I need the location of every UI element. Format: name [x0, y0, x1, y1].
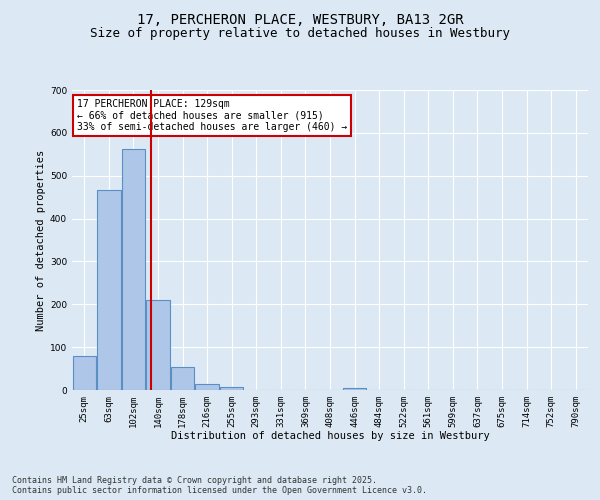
Bar — [220, 386, 244, 390]
Text: 17 PERCHERON PLACE: 129sqm
← 66% of detached houses are smaller (915)
33% of sem: 17 PERCHERON PLACE: 129sqm ← 66% of deta… — [77, 99, 347, 132]
Text: Contains HM Land Registry data © Crown copyright and database right 2025.
Contai: Contains HM Land Registry data © Crown c… — [12, 476, 427, 495]
Bar — [122, 149, 145, 390]
Bar — [146, 300, 170, 390]
X-axis label: Distribution of detached houses by size in Westbury: Distribution of detached houses by size … — [170, 432, 490, 442]
Y-axis label: Number of detached properties: Number of detached properties — [36, 150, 46, 330]
Text: 17, PERCHERON PLACE, WESTBURY, BA13 2GR: 17, PERCHERON PLACE, WESTBURY, BA13 2GR — [137, 12, 463, 26]
Bar — [97, 190, 121, 390]
Bar — [196, 384, 219, 390]
Bar — [343, 388, 366, 390]
Bar — [73, 356, 96, 390]
Text: Size of property relative to detached houses in Westbury: Size of property relative to detached ho… — [90, 28, 510, 40]
Bar — [171, 368, 194, 390]
